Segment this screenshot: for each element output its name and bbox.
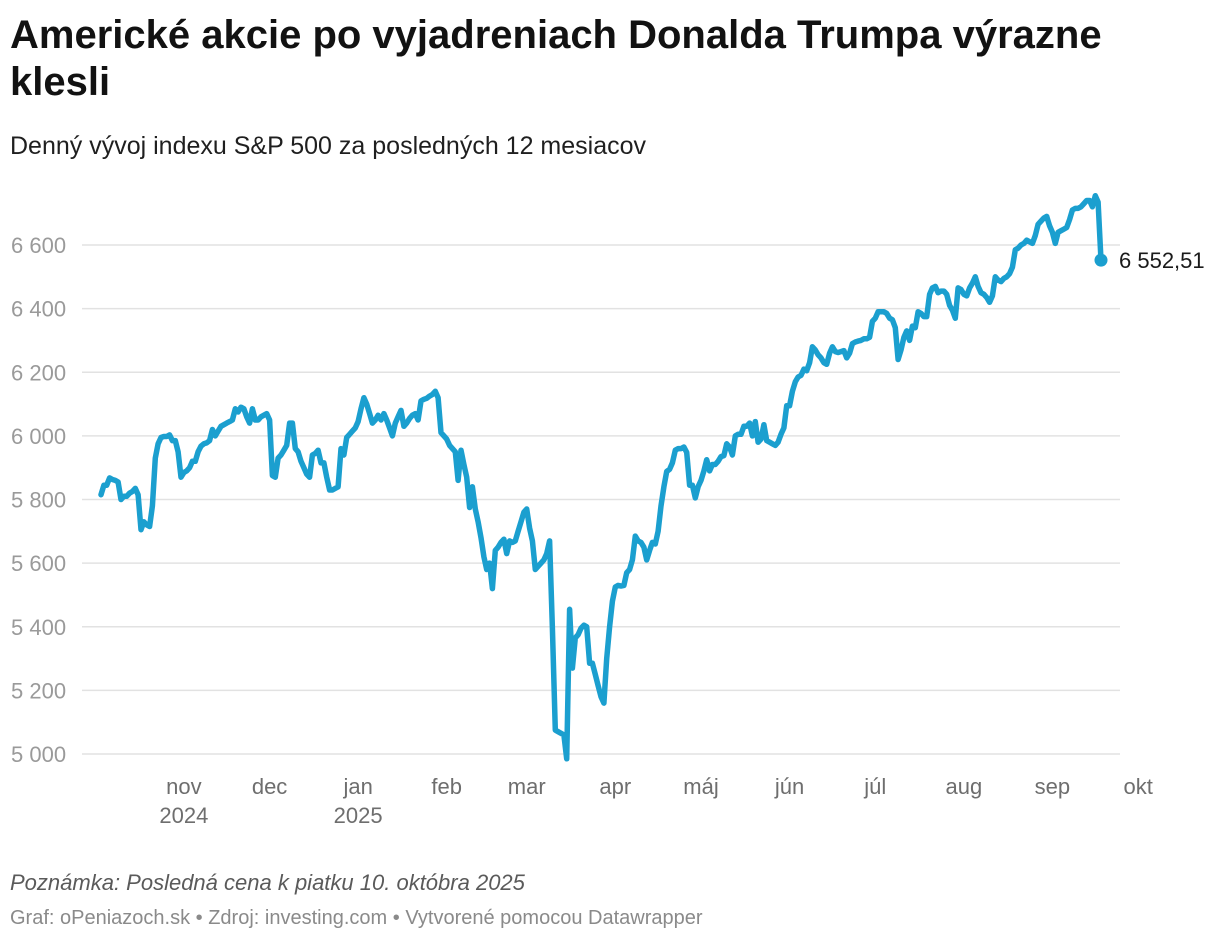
footer-source: Zdroj: investing.com xyxy=(208,907,388,929)
x-tick-year-label: 2025 xyxy=(334,803,383,828)
x-tick-label: jan xyxy=(342,774,372,799)
x-tick-label: apr xyxy=(599,774,631,799)
gridlines xyxy=(82,244,1120,755)
chart-footer: Graf: oPeniazoch.sk • Zdroj: investing.c… xyxy=(10,907,703,930)
y-tick-label: 6 000 xyxy=(11,424,66,449)
y-tick-label: 6 600 xyxy=(11,233,66,258)
chart-note: Poznámka: Posledná cena k piatku 10. okt… xyxy=(10,870,525,895)
last-value-label: 6 552,51 xyxy=(1119,248,1205,273)
x-tick-label: júl xyxy=(863,774,886,799)
x-tick-label: máj xyxy=(683,774,718,799)
y-tick-label: 6 200 xyxy=(11,360,66,385)
x-tick-label: sep xyxy=(1035,774,1070,799)
y-tick-label: 5 800 xyxy=(11,488,66,513)
last-value-marker xyxy=(1094,253,1108,267)
chart-subtitle: Denný vývoj indexu S&P 500 za posledných… xyxy=(10,132,647,160)
y-axis-labels: 5 000 5 200 5 400 5 600 5 800 6 000 6 200 6 400… xyxy=(11,233,66,767)
footer-created: Vytvorené pomocou Datawrapper xyxy=(405,907,703,929)
x-tick-label: feb xyxy=(431,774,462,799)
x-tick-label: aug xyxy=(945,774,982,799)
x-tick-label: dec xyxy=(252,774,287,799)
footer-separator: • xyxy=(190,907,209,929)
y-tick-label: 5 600 xyxy=(11,551,66,576)
x-tick-label: jún xyxy=(774,774,804,799)
footer-graf: Graf: oPeniazoch.sk xyxy=(10,907,191,929)
x-tick-label: mar xyxy=(508,774,546,799)
x-tick-label: nov xyxy=(166,774,201,799)
x-tick-year-label: 2024 xyxy=(159,803,208,828)
series-layer: 6 552,51 xyxy=(98,192,1205,762)
y-tick-label: 5 200 xyxy=(11,678,66,703)
x-tick-label: okt xyxy=(1123,774,1152,799)
line-chart: 5 000 5 200 5 400 5 600 5 800 6 000 6 200 6 400… xyxy=(11,192,1205,828)
y-tick-label: 5 000 xyxy=(11,742,66,767)
x-axis-labels: nov 2024 dec jan 2025 feb mar apr máj jún júl aug se… xyxy=(159,774,1152,828)
chart-title: Americké akcie po vyjadreniach Donalda T… xyxy=(10,13,1102,104)
series-line-sp500 xyxy=(98,192,1104,762)
footer-separator: • xyxy=(387,907,406,929)
y-tick-label: 5 400 xyxy=(11,615,66,640)
y-tick-label: 6 400 xyxy=(11,297,66,322)
